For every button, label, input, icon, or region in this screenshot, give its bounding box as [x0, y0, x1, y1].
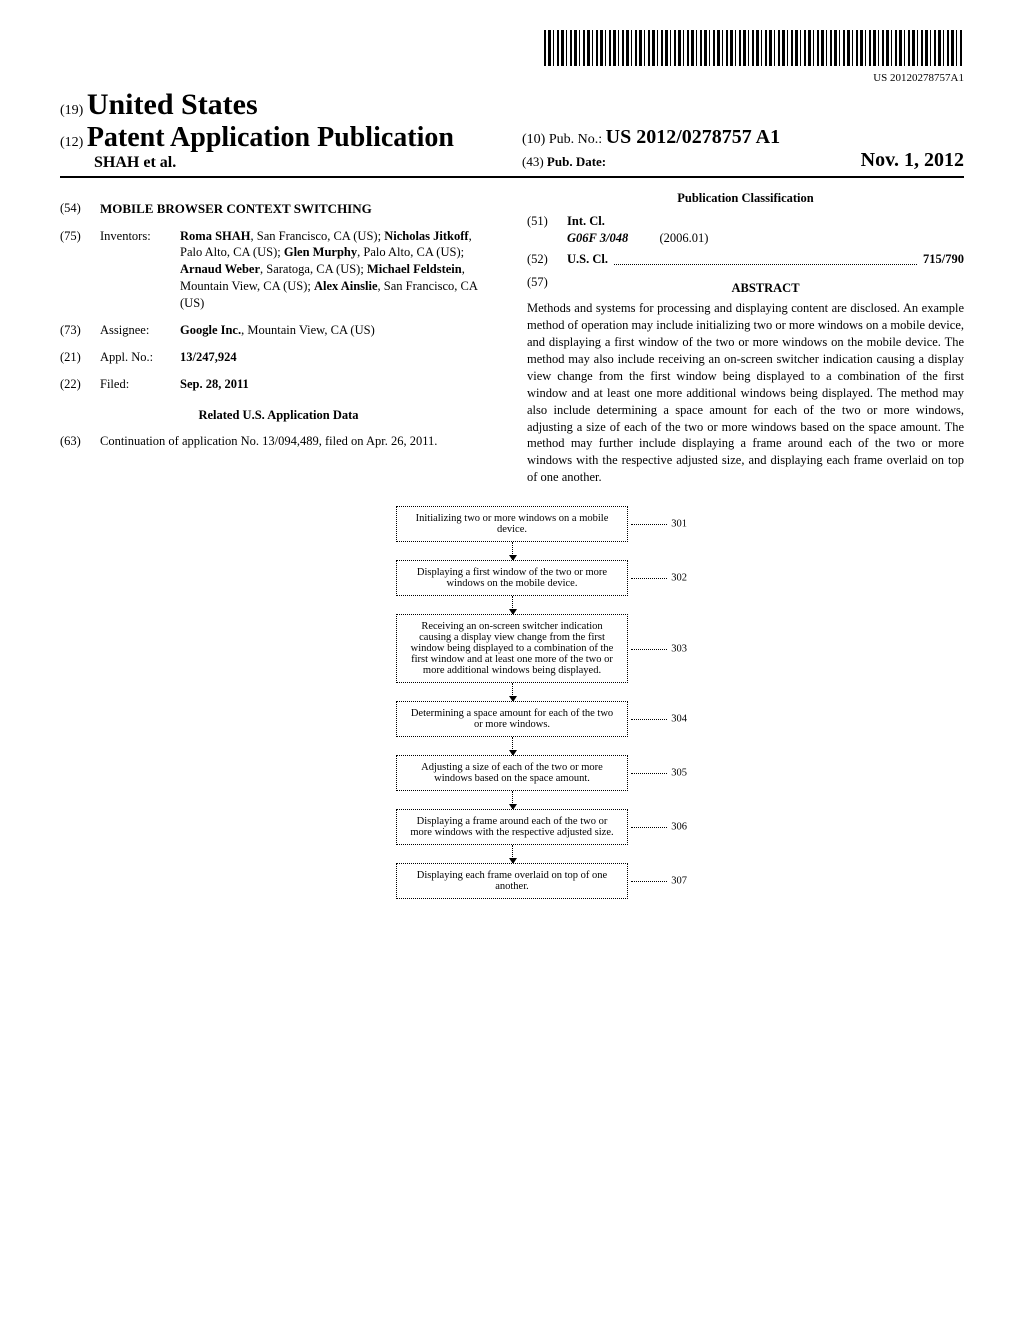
related-title: Related U.S. Application Data: [60, 407, 497, 424]
flow-step-label: 303: [671, 643, 687, 654]
uscl-code: (52): [527, 251, 567, 268]
abstract-text: Methods and systems for processing and d…: [527, 300, 964, 486]
continuation-code: (63): [60, 433, 100, 450]
uscl-dots: [614, 251, 917, 265]
pubdate-value: Nov. 1, 2012: [861, 149, 964, 172]
flow-arrow: [512, 845, 513, 863]
flow-arrow: [512, 596, 513, 614]
pubno-value: US 2012/0278757 A1: [606, 126, 780, 148]
country-line: (19) United States: [60, 88, 502, 122]
abstract-label: ABSTRACT: [567, 280, 964, 297]
pubno-line: (10) Pub. No.: US 2012/0278757 A1: [522, 126, 964, 149]
pub-type: Patent Application Publication: [87, 122, 454, 153]
classification-title: Publication Classification: [527, 190, 964, 207]
applno-label: Appl. No.:: [100, 349, 180, 366]
flow-step-label: 301: [671, 519, 687, 530]
authors-line: SHAH et al.: [94, 154, 502, 172]
assignee-row: (73) Assignee: Google Inc., Mountain Vie…: [60, 322, 497, 339]
intcl-body: Int. Cl. G06F 3/048 (2006.01): [567, 213, 964, 247]
intcl-date: (2006.01): [660, 231, 709, 245]
continuation-text: Continuation of application No. 13/094,4…: [100, 433, 497, 450]
flowchart-inner: Initializing two or more windows on a mo…: [342, 506, 682, 899]
uscl-body: U.S. Cl. 715/790: [567, 251, 964, 268]
flow-leader: [631, 827, 667, 828]
patent-page: US 20120278757A1 (19) United States (12)…: [0, 0, 1024, 1320]
flowchart: Initializing two or more windows on a mo…: [60, 506, 964, 899]
country-name: United States: [87, 88, 258, 121]
inventors-row: (75) Inventors: Roma SHAH, San Francisco…: [60, 228, 497, 312]
applno-value: 13/247,924: [180, 349, 497, 366]
flow-step-304: Determining a space amount for each of t…: [396, 701, 628, 737]
pubno-label: Pub. No.:: [549, 132, 602, 147]
barcode-area: US 20120278757A1: [60, 30, 964, 84]
pubdate-line: (43) Pub. Date: Nov. 1, 2012: [522, 149, 964, 172]
barcode-label: US 20120278757A1: [60, 72, 964, 84]
flow-step-label: 304: [671, 714, 687, 725]
uscl-label: U.S. Cl.: [567, 251, 608, 268]
flow-step-label: 306: [671, 822, 687, 833]
filed-label: Filed:: [100, 376, 180, 393]
assignee-value: Google Inc., Mountain View, CA (US): [180, 322, 497, 339]
barcode-graphic: [544, 30, 964, 66]
body-columns: (54) MOBILE BROWSER CONTEXT SWITCHING (7…: [60, 190, 964, 486]
flow-step-301: Initializing two or more windows on a mo…: [396, 506, 628, 542]
flow-step-303: Receiving an on-screen switcher indicati…: [396, 614, 628, 683]
abstract-code: (57): [527, 274, 567, 301]
filed-code: (22): [60, 376, 100, 393]
flow-step-305: Adjusting a size of each of the two or m…: [396, 755, 628, 791]
pub-code: (12): [60, 135, 83, 150]
continuation-row: (63) Continuation of application No. 13/…: [60, 433, 497, 450]
abstract-header-row: (57) ABSTRACT: [527, 274, 964, 301]
applno-code: (21): [60, 349, 100, 366]
flow-leader: [631, 578, 667, 579]
country-code: (19): [60, 103, 83, 118]
flow-arrow: [512, 737, 513, 755]
inventors-value: Roma SHAH, San Francisco, CA (US); Nicho…: [180, 228, 497, 312]
flow-leader: [631, 649, 667, 650]
intcl-line: G06F 3/048 (2006.01): [567, 230, 964, 247]
assignee-code: (73): [60, 322, 100, 339]
header-right: (10) Pub. No.: US 2012/0278757 A1 (43) P…: [502, 126, 964, 172]
header-left: (19) United States (12) Patent Applicati…: [60, 88, 502, 172]
right-column: Publication Classification (51) Int. Cl.…: [527, 190, 964, 486]
applno-row: (21) Appl. No.: 13/247,924: [60, 349, 497, 366]
invention-title: MOBILE BROWSER CONTEXT SWITCHING: [100, 200, 497, 218]
flow-leader: [631, 524, 667, 525]
header: (19) United States (12) Patent Applicati…: [60, 88, 964, 178]
flow-arrow: [512, 791, 513, 809]
intcl-code: (51): [527, 213, 567, 247]
flow-arrow: [512, 683, 513, 701]
flow-leader: [631, 719, 667, 720]
filed-row: (22) Filed: Sep. 28, 2011: [60, 376, 497, 393]
filed-value: Sep. 28, 2011: [180, 376, 497, 393]
pub-line: (12) Patent Application Publication: [60, 122, 502, 154]
title-row: (54) MOBILE BROWSER CONTEXT SWITCHING: [60, 200, 497, 218]
pubdate-code: (43): [522, 154, 544, 169]
intcl-label: Int. Cl.: [567, 213, 964, 230]
intcl-class: G06F 3/048: [567, 231, 628, 245]
flow-step-label: 307: [671, 876, 687, 887]
flow-step-307: Displaying each frame overlaid on top of…: [396, 863, 628, 899]
flow-step-label: 305: [671, 768, 687, 779]
inventors-label: Inventors:: [100, 228, 180, 312]
assignee-label: Assignee:: [100, 322, 180, 339]
inventors-code: (75): [60, 228, 100, 312]
uscl-value: 715/790: [923, 251, 964, 268]
flow-step-306: Displaying a frame around each of the tw…: [396, 809, 628, 845]
pubdate-label: Pub. Date:: [547, 154, 606, 169]
left-column: (54) MOBILE BROWSER CONTEXT SWITCHING (7…: [60, 190, 497, 486]
flow-arrow: [512, 542, 513, 560]
flow-step-label: 302: [671, 573, 687, 584]
flow-step-302: Displaying a first window of the two or …: [396, 560, 628, 596]
flow-leader: [631, 881, 667, 882]
pubno-code: (10): [522, 132, 545, 147]
uscl-row: (52) U.S. Cl. 715/790: [527, 251, 964, 268]
intcl-row: (51) Int. Cl. G06F 3/048 (2006.01): [527, 213, 964, 247]
flow-leader: [631, 773, 667, 774]
title-code: (54): [60, 200, 100, 218]
